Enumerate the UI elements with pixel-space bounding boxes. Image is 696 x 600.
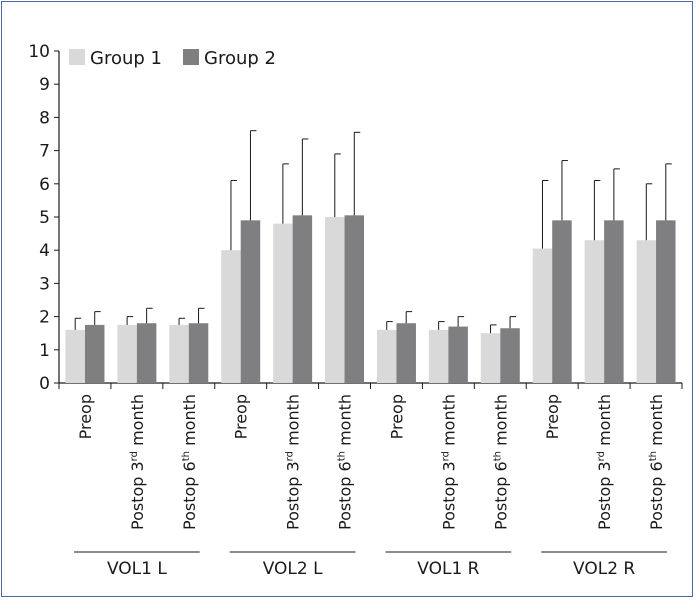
category-label: Postop 3rd month (128, 394, 147, 530)
bar (376, 329, 397, 383)
y-tick-labels: 0 1 2 3 4 5 6 7 8 9 10 (28, 42, 50, 394)
group-label: VOL2 L (263, 559, 323, 579)
category-label: Preop (387, 394, 406, 439)
bar (84, 324, 105, 383)
category-label: Postop 6th month (180, 394, 199, 530)
category-label: Postop 3rd month (595, 394, 614, 530)
y-tick-label: 5 (39, 208, 50, 228)
category-label: Postop 6th month (647, 394, 666, 530)
y-tick-label: 1 (39, 341, 50, 361)
y-tick-label: 0 (39, 374, 50, 394)
category-label: Postop 6th month (491, 394, 510, 530)
bar (396, 323, 416, 383)
category-label: Postop 3rd month (439, 394, 458, 530)
group-labels: VOL1 L VOL2 L VOL1 R VOL2 R (74, 551, 667, 579)
category-labels: Preop Postop 3rd month Postop 6th month Pre… (76, 394, 666, 530)
legend-swatch (183, 49, 199, 65)
bar (292, 215, 313, 383)
category-label: Preop (232, 394, 251, 439)
y-tick-label: 3 (39, 274, 50, 294)
category-label: Preop (76, 394, 95, 439)
bar (65, 329, 85, 383)
y-tick-label: 9 (39, 75, 50, 95)
category-label: Postop 6th month (336, 394, 355, 530)
bar (273, 223, 293, 383)
axes (54, 50, 683, 389)
bar (428, 329, 449, 383)
bar (188, 323, 209, 383)
bar (552, 220, 572, 383)
bar (480, 333, 501, 383)
category-label: Preop (543, 394, 562, 439)
bar (221, 250, 241, 383)
category-label: Postop 3rd month (284, 394, 303, 530)
bar (584, 240, 605, 383)
bar (636, 240, 657, 383)
group-label: VOL1 R (417, 559, 479, 579)
bar (448, 326, 468, 383)
y-tick-label: 6 (39, 175, 50, 195)
legend-label: Group 1 (90, 48, 162, 69)
y-tick-label: 10 (28, 42, 50, 62)
y-tick-label: 8 (39, 108, 50, 128)
bar (169, 324, 189, 383)
error-bars (74, 130, 672, 334)
y-tick-label: 4 (39, 241, 50, 261)
legend-label: Group 2 (204, 48, 276, 69)
bar (532, 248, 553, 383)
bar (136, 323, 157, 383)
legend-swatch (69, 49, 85, 65)
bar (117, 324, 137, 383)
bar (344, 215, 365, 383)
bars (65, 215, 676, 383)
legend: Group 1 Group 2 (69, 48, 276, 69)
bar (325, 217, 345, 383)
bar (240, 220, 261, 383)
group-label: VOL1 L (107, 559, 167, 579)
bar (500, 328, 520, 383)
y-tick-label: 2 (39, 308, 50, 328)
bar (656, 220, 676, 383)
bar (604, 220, 624, 383)
group-label: VOL2 R (573, 559, 635, 579)
y-tick-label: 7 (39, 142, 50, 162)
